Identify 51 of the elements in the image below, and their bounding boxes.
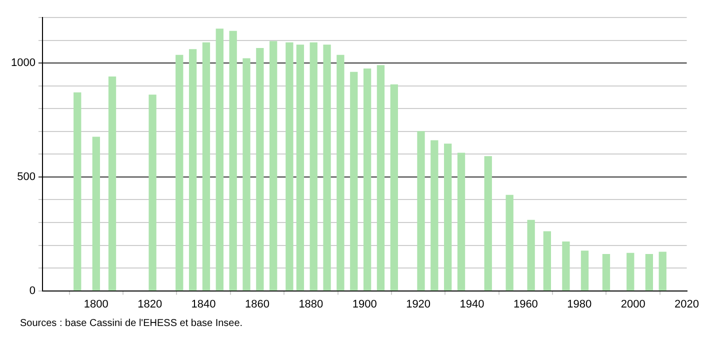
bar [176, 54, 184, 291]
bar [74, 92, 82, 291]
bar [310, 42, 318, 291]
bar [92, 136, 100, 291]
x-tick-label: 1900 [352, 298, 377, 310]
x-tick-label: 1980 [567, 298, 592, 310]
x-tick-label: 1800 [84, 298, 108, 310]
bar [363, 68, 372, 291]
bar [602, 254, 610, 291]
bar [562, 242, 570, 291]
bar [296, 44, 304, 291]
bar [580, 250, 589, 291]
x-tick-label: 1840 [191, 298, 216, 310]
bar [484, 156, 492, 291]
bar [645, 254, 654, 291]
y-tick-label: 0 [29, 284, 36, 297]
bar [444, 144, 452, 291]
x-tick-label: 1820 [138, 298, 162, 310]
x-tick-label: 1960 [513, 298, 538, 310]
bar [229, 30, 237, 291]
bar [527, 220, 535, 291]
bar [256, 48, 264, 291]
bar [390, 84, 398, 291]
bar [457, 152, 466, 291]
source-note: Sources : base Cassini de l'EHESS et base Insee. [20, 318, 244, 329]
x-tick-label: 1920 [406, 298, 431, 310]
bar [216, 28, 224, 291]
bar [376, 65, 385, 291]
bar [323, 44, 331, 291]
bar [108, 76, 116, 291]
y-tick-label: 500 [17, 171, 36, 183]
bar [658, 252, 666, 291]
bar [188, 49, 197, 291]
x-tick-label: 1860 [244, 298, 270, 310]
bar [350, 72, 358, 291]
bar [430, 140, 438, 291]
bar [202, 42, 210, 291]
bar [286, 42, 294, 291]
bar [626, 252, 634, 291]
x-tick-label: 1880 [298, 298, 324, 310]
x-tick-label: 2020 [674, 298, 700, 310]
x-tick-label: 2000 [620, 298, 646, 310]
bar [336, 54, 344, 291]
bar [148, 94, 156, 291]
x-tick-label: 1940 [460, 298, 484, 310]
bar [506, 194, 514, 291]
y-tick-label: 1000 [10, 57, 36, 70]
bar [543, 231, 551, 291]
bar [270, 41, 278, 291]
bar [242, 58, 250, 291]
bar [417, 131, 425, 291]
